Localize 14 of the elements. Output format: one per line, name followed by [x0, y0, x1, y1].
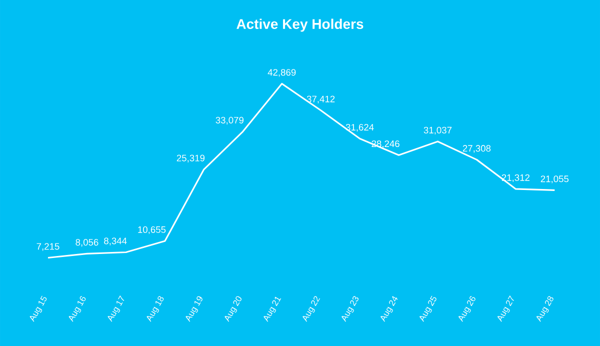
data-label: 31,037 — [424, 126, 452, 135]
data-label: 31,624 — [346, 124, 374, 132]
data-label: 8,056 — [76, 239, 98, 247]
data-label: 33,079 — [216, 116, 244, 125]
data-label: 25,319 — [176, 154, 205, 162]
data-label: 27,308 — [462, 145, 491, 153]
data-label: 21,055 — [540, 176, 569, 184]
data-label: 37,412 — [306, 96, 335, 104]
data-label: 42,869 — [268, 69, 296, 77]
data-label: 21,312 — [502, 174, 530, 182]
data-label: 8,344 — [104, 238, 127, 246]
data-label: 7,215 — [36, 243, 60, 251]
chart-title: Active Key Holders — [236, 18, 364, 32]
data-label: 10,655 — [138, 226, 166, 234]
